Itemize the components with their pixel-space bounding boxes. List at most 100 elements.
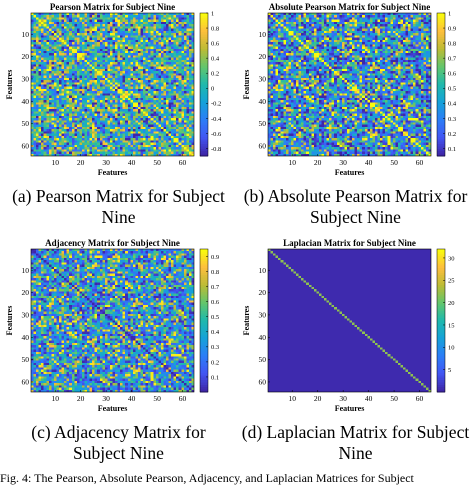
heatmap-cell: [143, 17, 146, 19]
heatmap-cell: [92, 62, 95, 64]
heatmap-cell: [79, 44, 82, 46]
heatmap-cell: [123, 87, 126, 89]
heatmap-cell: [181, 24, 184, 26]
heatmap-cell: [158, 15, 161, 17]
heatmap-cell: [179, 38, 182, 40]
heatmap-cell: [125, 89, 128, 91]
heatmap-cell: [380, 13, 383, 15]
heatmap-cell: [169, 17, 172, 19]
heatmap-cell: [398, 29, 401, 31]
heatmap-cell: [49, 147, 52, 149]
heatmap-cell: [100, 13, 103, 15]
heatmap-cell: [62, 138, 65, 140]
heatmap-cell: [51, 26, 54, 28]
heatmap-cell: [100, 44, 103, 46]
heatmap-cell: [77, 73, 80, 75]
heatmap-cell: [113, 15, 116, 17]
heatmap-cell: [158, 29, 161, 31]
heatmap-cell: [118, 55, 121, 57]
heatmap-cell: [133, 131, 136, 133]
heatmap-cell: [44, 134, 47, 136]
heatmap-cell: [34, 40, 37, 42]
heatmap-cell: [95, 67, 98, 69]
heatmap-cell: [110, 87, 113, 89]
heatmap-cell: [39, 51, 42, 53]
heatmap-cell: [118, 93, 121, 95]
heatmap-cell: [174, 89, 177, 91]
colorbar-segment: [200, 130, 208, 133]
heatmap-cell: [146, 136, 149, 138]
heatmap-cell: [105, 98, 108, 100]
colorbar-segment: [200, 51, 208, 54]
heatmap-cell: [171, 38, 174, 40]
heatmap-cell: [395, 31, 398, 33]
heatmap-cell: [64, 31, 67, 33]
heatmap-cell: [388, 22, 391, 24]
heatmap-cell: [334, 26, 337, 28]
heatmap-cell: [46, 102, 49, 104]
heatmap-cell: [107, 145, 110, 147]
heatmap-cell: [54, 22, 57, 24]
heatmap-cell: [181, 49, 184, 51]
heatmap-cell: [148, 67, 151, 69]
colorbar-segment: [200, 125, 208, 128]
heatmap-cell: [120, 29, 123, 31]
heatmap-cell: [56, 109, 59, 111]
heatmap-cell: [153, 102, 156, 104]
heatmap-cell: [385, 20, 388, 22]
heatmap-cell: [115, 140, 118, 142]
heatmap-cell: [273, 13, 276, 15]
heatmap-cell: [395, 33, 398, 35]
heatmap-cell: [276, 17, 279, 19]
heatmap-cell: [329, 15, 332, 17]
heatmap-cell: [120, 80, 123, 82]
heatmap-cell: [189, 42, 192, 44]
heatmap-cell: [141, 20, 144, 22]
heatmap-cell: [291, 33, 294, 35]
heatmap-cell: [118, 58, 121, 60]
heatmap-cell: [186, 62, 189, 64]
heatmap-cell: [67, 111, 70, 113]
heatmap-cell: [174, 51, 177, 53]
heatmap-cell: [97, 85, 100, 87]
heatmap-cell: [156, 31, 159, 33]
heatmap-cell: [141, 152, 144, 154]
heatmap-cell: [161, 73, 164, 75]
heatmap-cell: [171, 64, 174, 66]
heatmap-cell: [125, 33, 128, 35]
heatmap-cell: [69, 17, 72, 19]
heatmap-cell: [95, 125, 98, 127]
heatmap-cell: [36, 87, 39, 89]
heatmap-cell: [426, 35, 429, 37]
heatmap-cell: [95, 80, 98, 82]
heatmap-cell: [156, 131, 159, 133]
heatmap-cell: [87, 145, 90, 147]
heatmap-cell: [128, 89, 131, 91]
heatmap-cell: [146, 122, 149, 124]
heatmap-cell: [334, 15, 337, 17]
heatmap-cell: [166, 98, 169, 100]
heatmap-cell: [421, 20, 424, 22]
heatmap-cell: [77, 89, 80, 91]
heatmap-cell: [92, 13, 95, 15]
heatmap-cell: [39, 87, 42, 89]
heatmap-cell: [281, 24, 284, 26]
heatmap-cell: [123, 85, 126, 87]
heatmap-cell: [186, 47, 189, 49]
heatmap-cell: [51, 40, 54, 42]
heatmap-cell: [128, 152, 131, 154]
heatmap-cell: [90, 22, 93, 24]
colorbar-segment: [200, 15, 208, 18]
heatmap-cell: [141, 138, 144, 140]
heatmap-cell: [41, 38, 44, 40]
heatmap-cell: [62, 47, 65, 49]
heatmap-cell: [344, 20, 347, 22]
heatmap-cell: [390, 13, 393, 15]
heatmap-cell: [120, 93, 123, 95]
heatmap-cell: [423, 33, 426, 35]
heatmap-cell: [306, 40, 309, 42]
heatmap-cell: [133, 120, 136, 122]
heatmap-cell: [135, 76, 138, 78]
heatmap-cell: [84, 49, 87, 51]
heatmap-cell: [46, 60, 49, 62]
